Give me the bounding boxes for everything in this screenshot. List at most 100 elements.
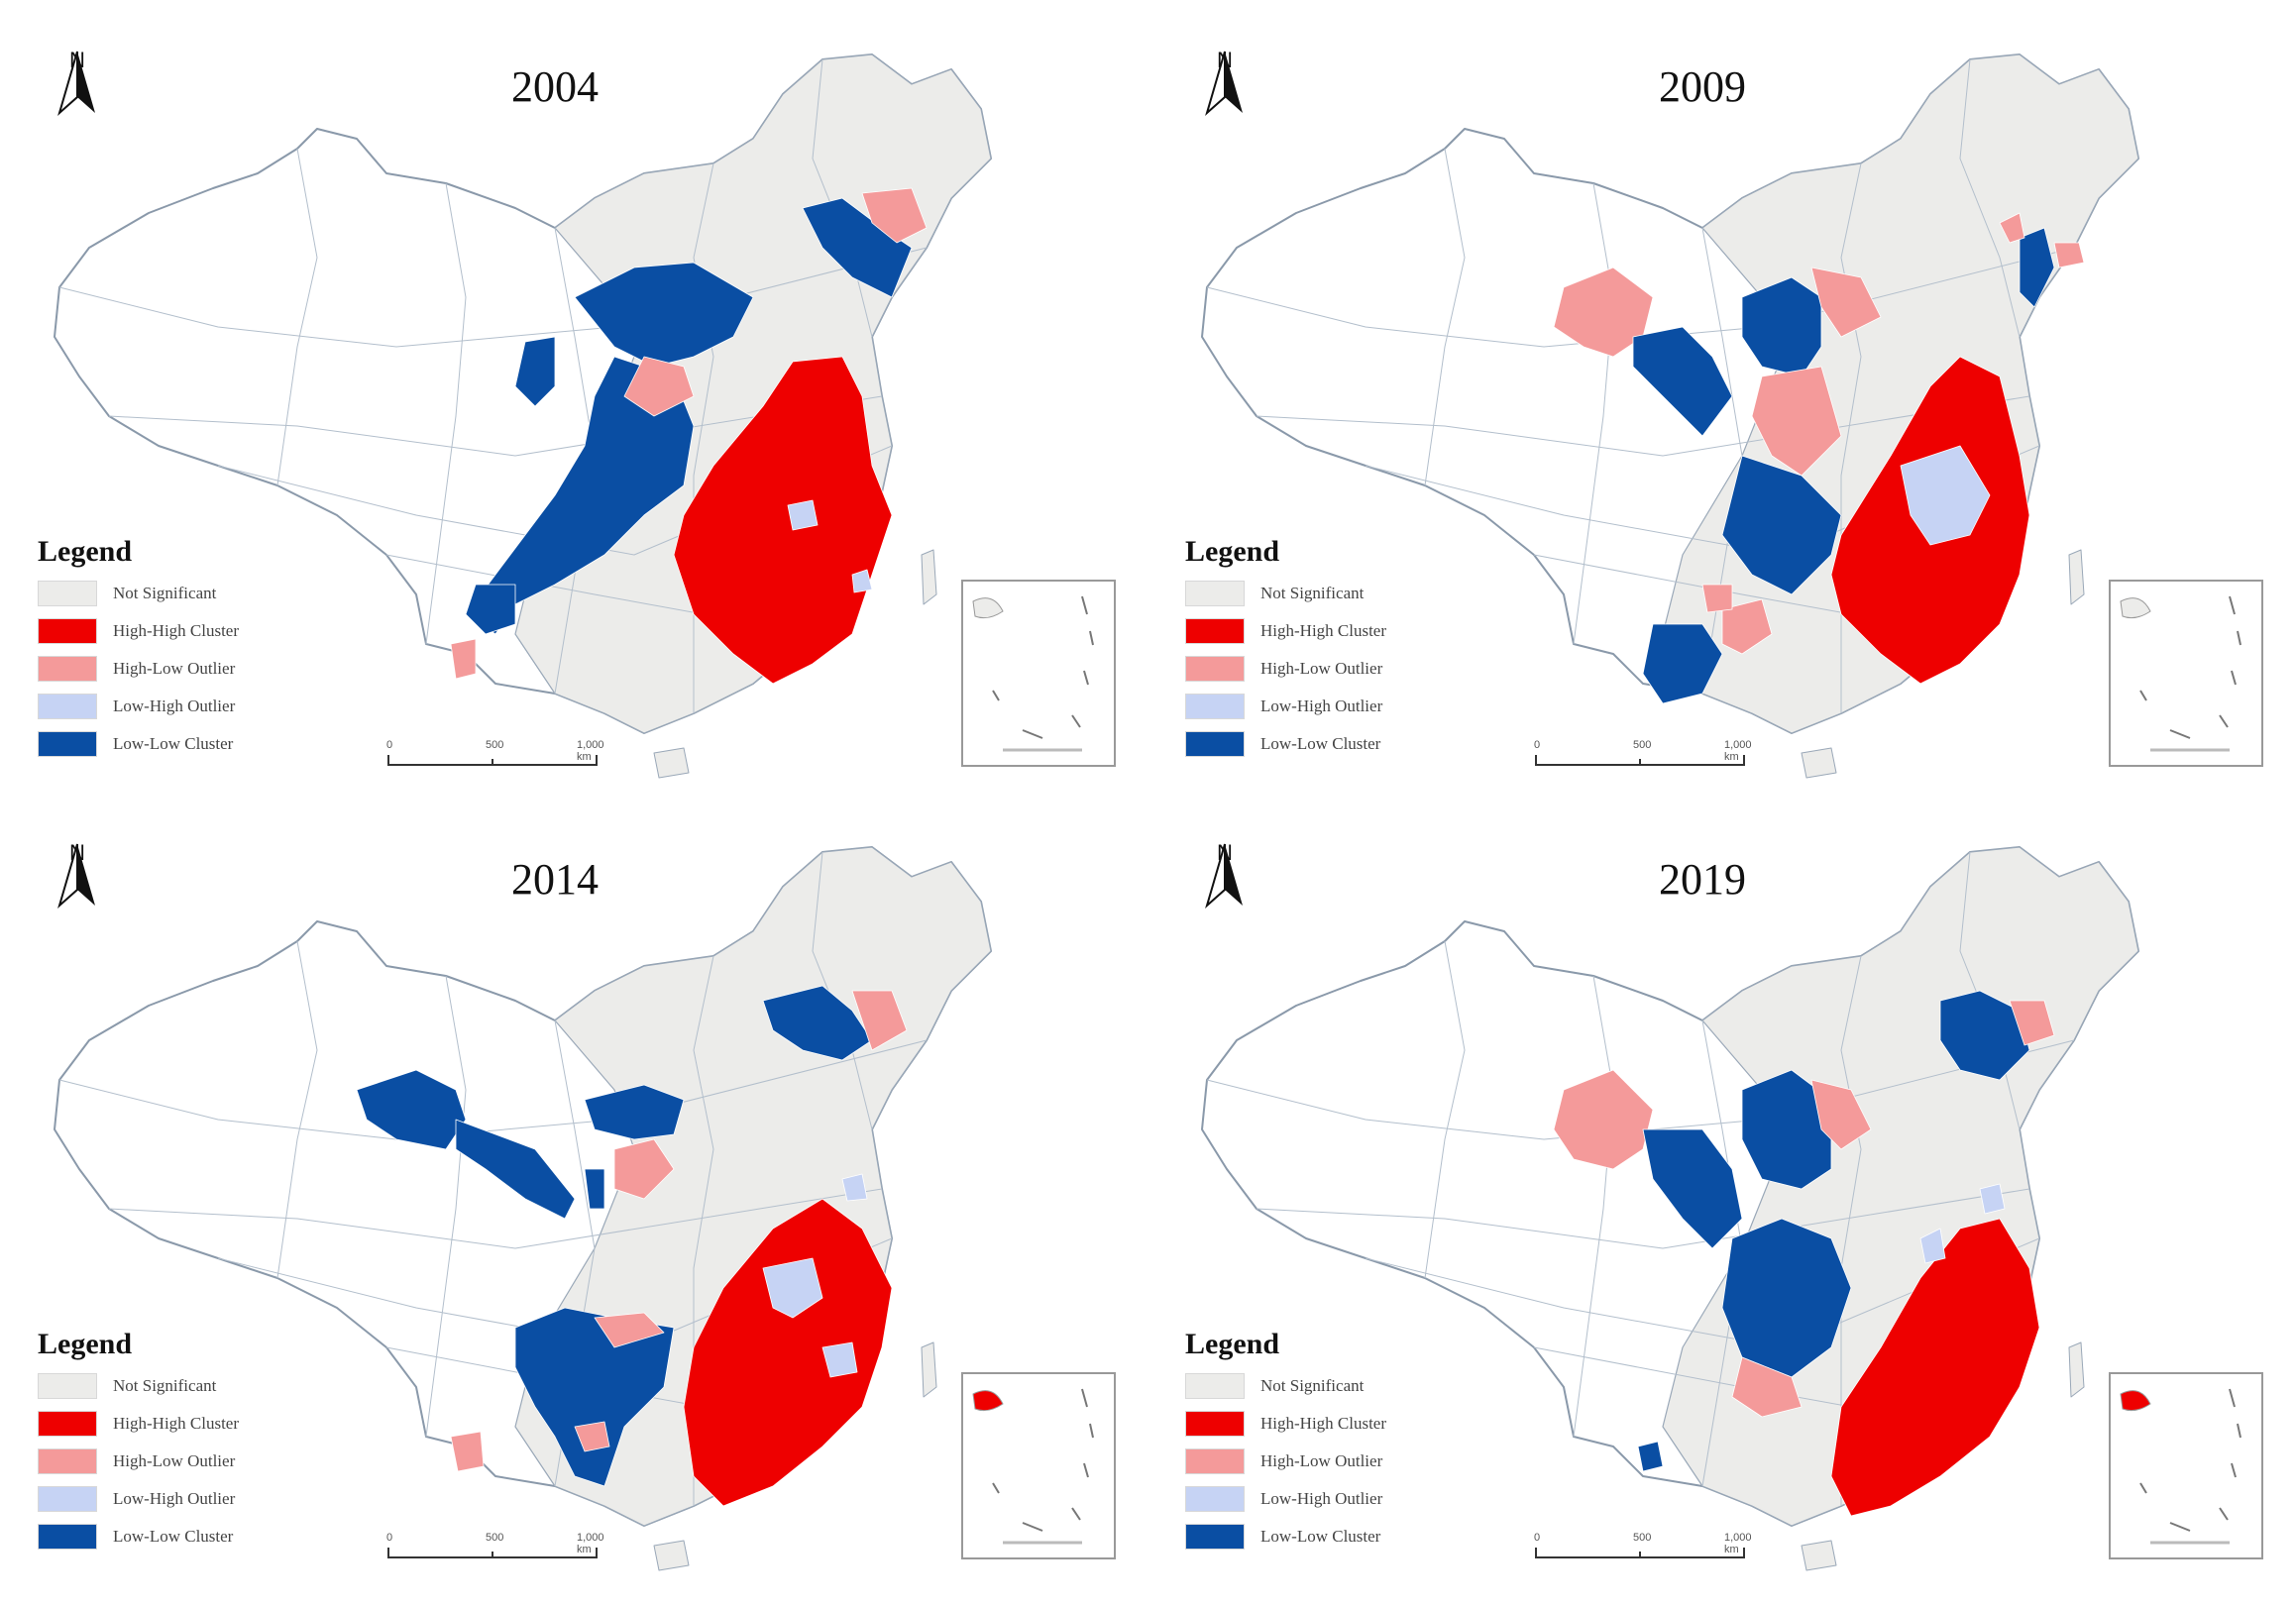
cluster-regions	[1553, 990, 2085, 1571]
cluster-hl-region	[1810, 267, 1882, 338]
cluster-ll-region	[1632, 326, 1733, 437]
province-boundary	[1206, 1039, 2075, 1140]
cluster-hl-region	[1999, 212, 2025, 244]
legend-item-low-high: Low-High Outlier	[38, 688, 239, 725]
cluster-hl-region	[861, 187, 928, 244]
legend-item-not-significant: Not Significant	[38, 575, 239, 612]
cluster-hl-region	[2009, 1000, 2055, 1046]
cluster-regions	[1553, 212, 2085, 779]
map-panel-2019: 2019 N Legend Not Significant High-High …	[1148, 793, 2295, 1585]
north-arrow-icon: N	[1195, 840, 1255, 910]
legend-item-high-low: High-Low Outlier	[38, 1443, 239, 1480]
cluster-ll-region	[1939, 990, 2030, 1081]
cluster-hl-region	[1553, 1069, 1654, 1170]
cluster-lh-region	[1979, 1183, 2006, 1215]
cluster-ll-region	[1642, 623, 1723, 704]
cluster-ll-region	[1741, 1069, 1832, 1190]
inset-map	[2120, 1388, 2241, 1545]
inset-map	[2120, 595, 2241, 752]
scale-label-0: 0	[386, 1532, 393, 1544]
legend-item-high-low: High-Low Outlier	[1185, 650, 1386, 688]
map-panel-2014: 2014 N Legend Not Significant High-High …	[0, 793, 1148, 1585]
south-china-sea-inset	[961, 580, 1116, 767]
map-canvas	[54, 846, 992, 1571]
north-arrow-shape	[1205, 843, 1243, 910]
cluster-ll-region	[574, 262, 754, 368]
north-arrow-icon: N	[48, 840, 107, 910]
cluster-ll-region	[465, 584, 516, 635]
province-boundary	[1959, 58, 2021, 338]
scale-bar-line	[1535, 755, 1745, 766]
north-arrow-icon: N	[1195, 48, 1255, 117]
cluster-lh-region	[787, 499, 819, 531]
cluster-ll-region	[455, 1119, 576, 1220]
scale-label-0: 0	[1534, 1532, 1541, 1544]
inset-map	[972, 595, 1094, 752]
scale-bar-line	[1535, 1548, 1745, 1558]
taiwan-region	[921, 549, 937, 605]
legend-item-high-low: High-Low Outlier	[38, 650, 239, 688]
south-china-sea-inset	[2109, 580, 2263, 767]
map-canvas	[1201, 846, 2139, 1571]
province-boundary	[425, 182, 467, 645]
scale-bar-line	[387, 1548, 598, 1558]
scale-label-1000: 1,000 km	[577, 1532, 604, 1555]
panel-year: 2014	[511, 855, 599, 904]
legend-item-high-high: High-High Cluster	[38, 612, 239, 650]
hainan-region	[1801, 1540, 1837, 1571]
legend-item-low-high: Low-High Outlier	[38, 1480, 239, 1518]
cluster-lh-region	[1900, 445, 1991, 546]
hainan-region	[653, 1540, 690, 1571]
legend: Legend Not Significant High-High Cluster…	[38, 535, 239, 763]
cluster-lh-region	[841, 1173, 868, 1202]
cluster-ll-region	[762, 985, 873, 1061]
cluster-hl-region	[594, 1312, 665, 1348]
cluster-regions	[450, 187, 937, 779]
taiwan-region	[921, 1341, 937, 1398]
legend-item-not-significant: Not Significant	[1185, 575, 1386, 612]
province-boundary	[1256, 1188, 2030, 1249]
cluster-lh-region	[1919, 1228, 1946, 1264]
hainan-region	[1801, 747, 1837, 779]
cluster-hl-region	[2053, 242, 2085, 268]
cluster-ll-region	[584, 1084, 685, 1140]
cluster-hl-region	[1731, 1356, 1803, 1418]
panel-year: 2004	[511, 62, 599, 111]
cluster-ll-region	[514, 1307, 675, 1487]
cluster-ll-region	[1721, 455, 1842, 595]
cluster-hh-region	[673, 356, 893, 685]
cluster-ll-region	[1721, 1218, 1852, 1378]
taiwan-region	[2068, 1341, 2085, 1398]
legend-item-low-low: Low-Low Cluster	[38, 725, 239, 763]
scale-label-500: 500	[486, 1532, 504, 1544]
scale-bar-line	[387, 755, 598, 766]
cluster-hl-region	[1721, 598, 1773, 655]
map-canvas	[54, 54, 992, 779]
province-boundary	[1365, 1237, 2040, 1348]
legend-item-low-high: Low-High Outlier	[1185, 1480, 1386, 1518]
cluster-regions	[356, 985, 937, 1571]
north-arrow-shape	[57, 51, 95, 117]
legend-title: Legend	[1185, 535, 1280, 568]
scale-label-1000: 1,000 km	[1724, 739, 1752, 763]
cluster-hl-region	[1810, 1079, 1872, 1150]
province-boundary	[276, 148, 318, 486]
cluster-hl-region	[450, 1431, 485, 1472]
cluster-hl-region	[1701, 584, 1733, 613]
map-panel-2004: 2004 N Legend Not Significant High-High …	[0, 0, 1148, 793]
legend-item-not-significant: Not Significant	[1185, 1367, 1386, 1405]
cluster-ll-region	[2019, 227, 2055, 308]
legend-title: Legend	[1185, 1328, 1280, 1360]
cluster-lh-region	[762, 1257, 823, 1319]
cluster-hl-region	[450, 638, 477, 680]
scale-label-500: 500	[1633, 739, 1652, 751]
scale-label-0: 0	[386, 739, 393, 751]
scale-label-500: 500	[1633, 1532, 1652, 1544]
cluster-ll-region	[584, 1168, 605, 1210]
north-arrow-shape	[57, 843, 95, 910]
cluster-ll-region	[1642, 1128, 1743, 1249]
legend-item-high-high: High-High Cluster	[38, 1405, 239, 1443]
panel-year: 2009	[1659, 62, 1746, 111]
legend: Legend Not Significant High-High Cluster…	[38, 1328, 239, 1555]
